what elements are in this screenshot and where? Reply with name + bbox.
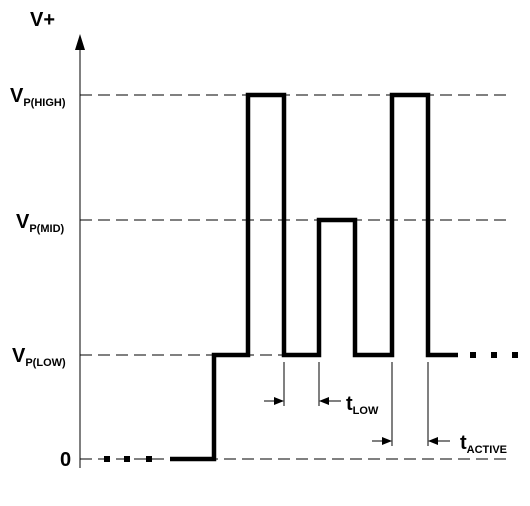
level-label-mid: VP(MID) [16, 211, 65, 235]
svg-text:VP(MID): VP(MID) [16, 211, 65, 235]
trailing-dots [470, 352, 518, 358]
leading-dots [104, 456, 152, 462]
y-axis-arrow-icon [75, 34, 85, 50]
level-label-zero: 0 [60, 449, 71, 471]
level-label-high: VP(HIGH) [10, 85, 66, 109]
y-axis [75, 34, 85, 468]
svg-text:VP(LOW): VP(LOW) [12, 345, 66, 369]
timing-extension-lines [283, 362, 429, 446]
y-axis-label: V+ [30, 9, 55, 31]
svg-text:VP(HIGH): VP(HIGH) [10, 85, 66, 109]
t-low-label: tLOW [346, 393, 379, 417]
t-active-label: tACTIVE [460, 432, 507, 456]
pulse-waveform [170, 92, 458, 462]
level-label-low: VP(LOW) [12, 345, 66, 369]
